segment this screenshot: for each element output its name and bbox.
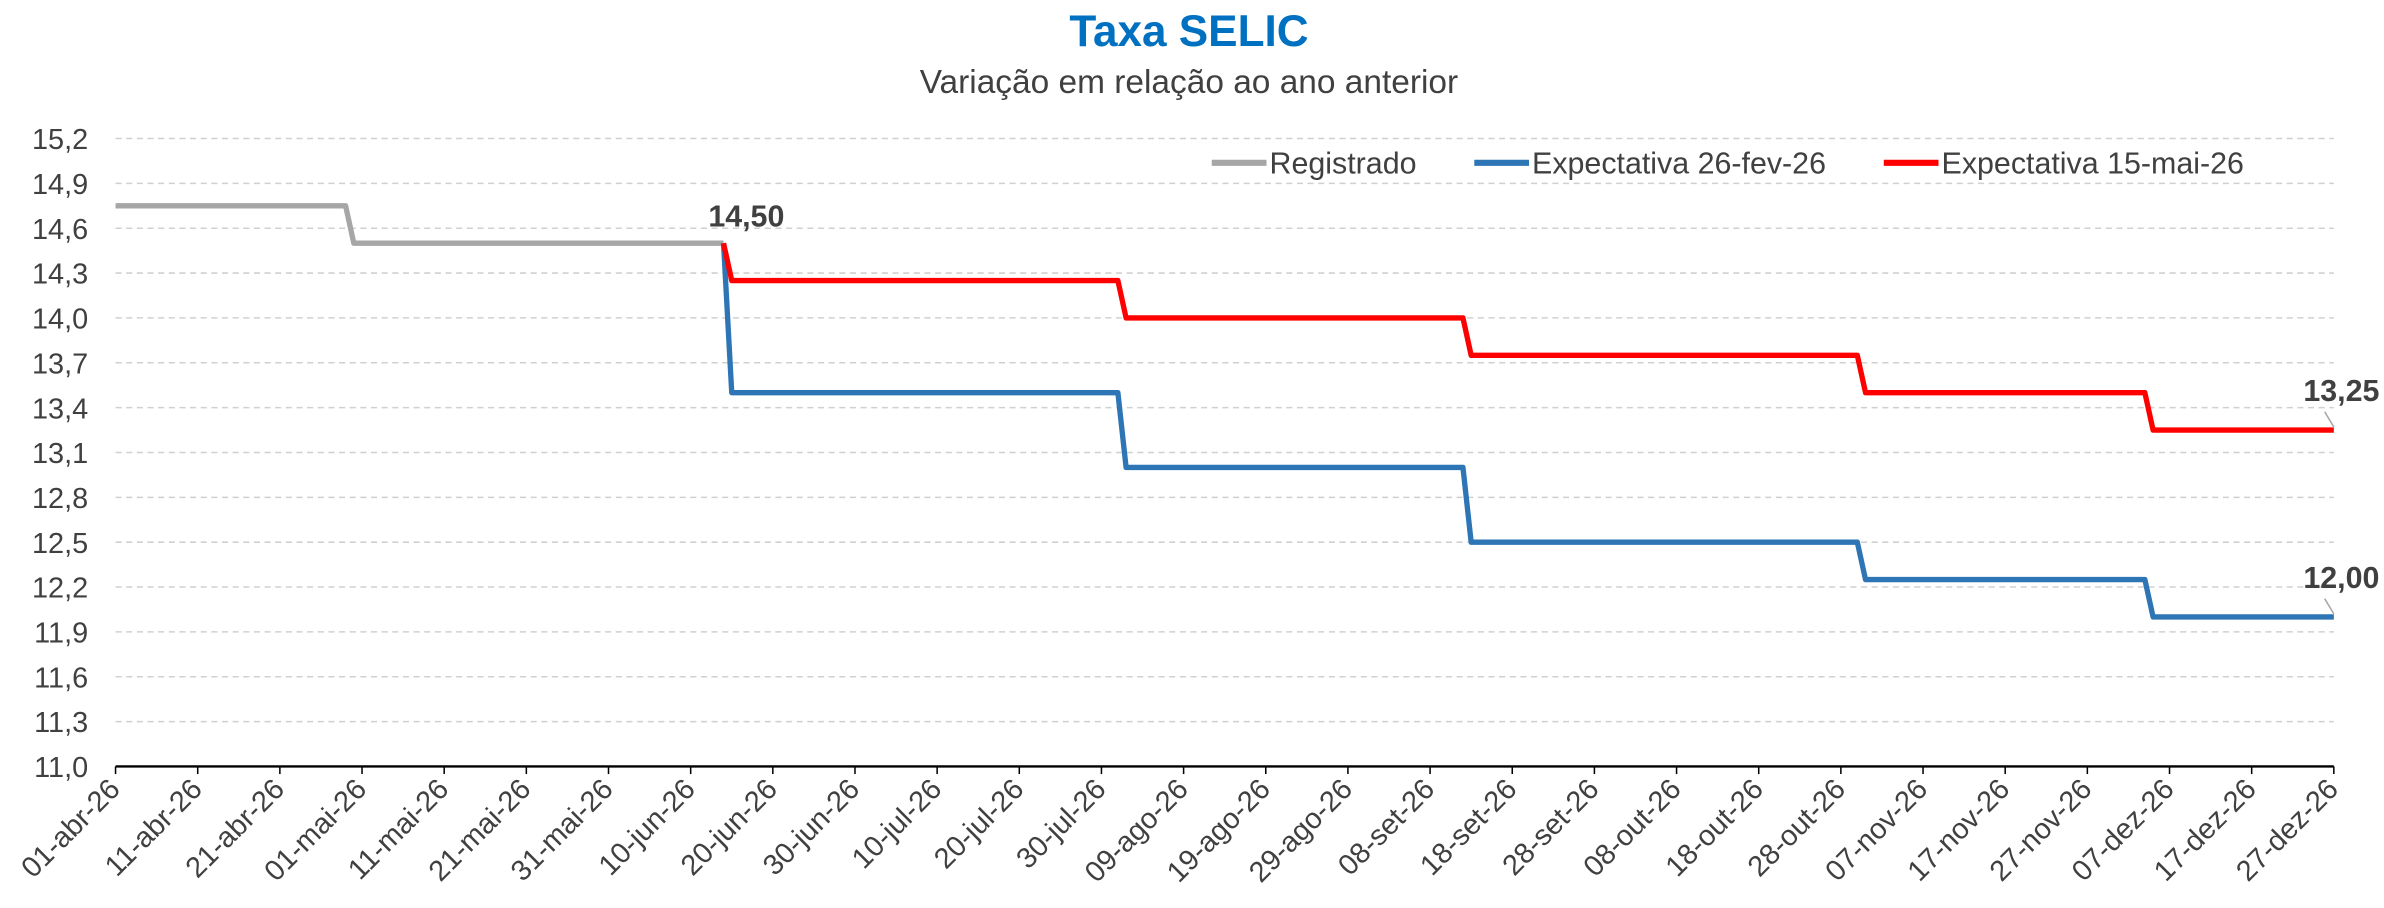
y-tick-label: 11,3: [34, 707, 88, 739]
y-tick-label: 14,0: [32, 304, 88, 336]
y-tick-label: 11,6: [34, 662, 88, 694]
leader-line: [2324, 598, 2335, 615]
series-line: [720, 242, 2334, 433]
annotation: 14,50: [708, 199, 784, 233]
y-tick-label: 12,8: [32, 483, 88, 515]
y-tick-label: 14,6: [32, 214, 88, 246]
y-tick-label: 12,5: [32, 528, 88, 560]
y-tick-label: 13,7: [32, 348, 88, 380]
y-tick-label: 14,9: [32, 169, 88, 201]
y-tick-label: 13,1: [32, 438, 88, 470]
legend-label: Registrado: [1270, 146, 1417, 180]
annotation: 13,25: [2303, 374, 2379, 408]
x-tick-label: 10-jul-26: [846, 773, 948, 875]
y-tick-label: 11,0: [34, 752, 88, 784]
y-tick-label: 12,2: [32, 573, 88, 605]
legend-label: Expectativa 26-fev-26: [1532, 146, 1826, 180]
annotation: 12,00: [2303, 561, 2379, 595]
y-tick-label: 11,9: [34, 618, 88, 650]
y-tick-label: 15,2: [32, 124, 88, 156]
series-line: [720, 243, 2334, 620]
legend-label: Expectativa 15-mai-26: [1942, 146, 2244, 180]
chart-title: Taxa SELIC: [1069, 7, 1308, 56]
y-tick-label: 13,4: [32, 393, 88, 425]
y-tick-label: 14,3: [32, 259, 88, 291]
chart-subtitle: Variação em relação ao ano anterior: [920, 64, 1458, 101]
x-tick-label: 20-jul-26: [928, 773, 1030, 875]
series-line: [115, 203, 724, 246]
leader-line: [2324, 411, 2335, 428]
